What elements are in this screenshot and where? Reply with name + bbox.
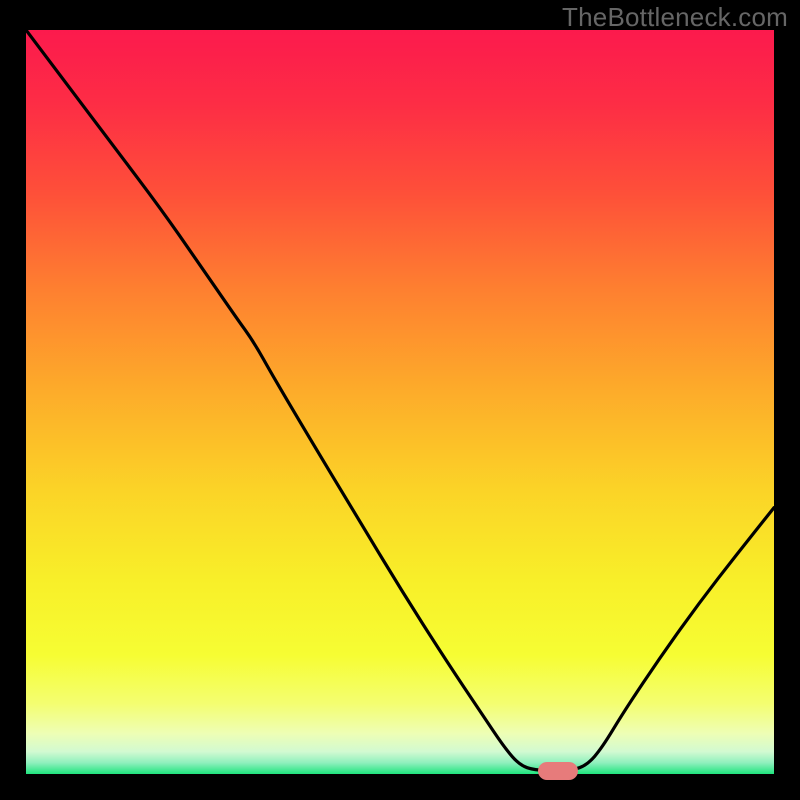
watermark-text: TheBottleneck.com bbox=[562, 2, 788, 33]
chart-stage: TheBottleneck.com bbox=[0, 0, 800, 800]
gradient-background bbox=[26, 30, 774, 774]
plot-svg bbox=[26, 30, 774, 774]
plot-area bbox=[26, 30, 774, 774]
optimal-marker bbox=[538, 762, 578, 780]
